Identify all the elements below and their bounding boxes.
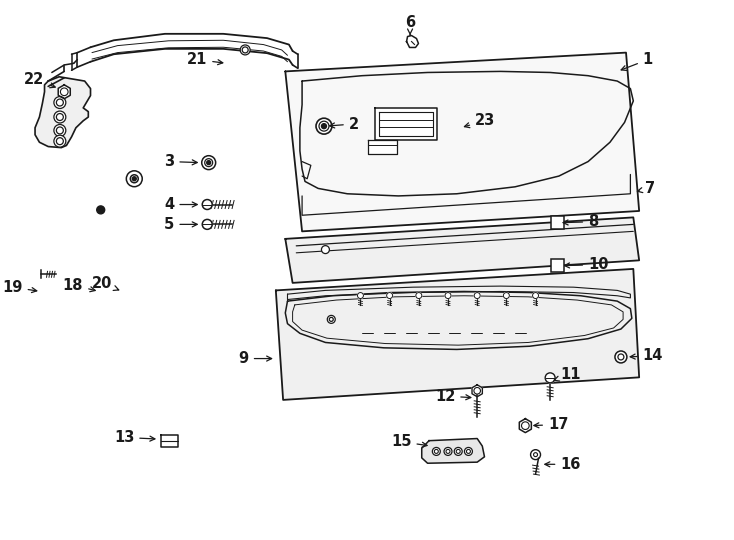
Circle shape — [357, 293, 363, 299]
Text: 2: 2 — [330, 117, 359, 132]
Text: 14: 14 — [631, 348, 664, 363]
Text: 17: 17 — [534, 417, 568, 432]
FancyBboxPatch shape — [551, 217, 564, 229]
Circle shape — [97, 206, 105, 214]
Polygon shape — [407, 36, 418, 48]
Circle shape — [316, 118, 332, 134]
Circle shape — [57, 127, 63, 134]
Circle shape — [454, 448, 462, 455]
Circle shape — [445, 293, 451, 299]
Text: 22: 22 — [24, 72, 55, 87]
Text: 3: 3 — [164, 154, 197, 169]
Circle shape — [205, 159, 213, 167]
Circle shape — [54, 97, 66, 109]
Text: 13: 13 — [114, 430, 155, 445]
Circle shape — [240, 45, 250, 55]
Text: 12: 12 — [435, 389, 470, 403]
Circle shape — [327, 315, 335, 323]
Circle shape — [531, 450, 540, 460]
Circle shape — [432, 448, 440, 455]
Circle shape — [534, 453, 537, 457]
Circle shape — [618, 354, 624, 360]
Circle shape — [319, 121, 329, 131]
Circle shape — [57, 99, 63, 106]
Text: 7: 7 — [637, 181, 655, 196]
Circle shape — [474, 293, 480, 299]
Circle shape — [444, 448, 452, 455]
Text: 9: 9 — [239, 351, 272, 366]
Circle shape — [203, 200, 212, 210]
Circle shape — [330, 318, 333, 321]
Circle shape — [545, 373, 555, 383]
Circle shape — [446, 449, 450, 454]
Circle shape — [54, 125, 66, 137]
Circle shape — [615, 351, 627, 363]
Circle shape — [57, 138, 63, 145]
Circle shape — [132, 177, 137, 181]
Text: 16: 16 — [545, 457, 581, 472]
Circle shape — [457, 449, 460, 454]
Text: 15: 15 — [391, 434, 427, 449]
Text: 18: 18 — [62, 278, 95, 293]
Text: 8: 8 — [563, 214, 598, 229]
Text: 11: 11 — [554, 367, 581, 382]
Text: 1: 1 — [621, 52, 653, 70]
Circle shape — [126, 171, 142, 187]
Circle shape — [131, 175, 138, 183]
Polygon shape — [286, 218, 639, 283]
Circle shape — [416, 293, 422, 299]
Circle shape — [387, 293, 393, 299]
Polygon shape — [161, 435, 178, 447]
Text: 21: 21 — [187, 52, 223, 67]
Circle shape — [321, 124, 327, 129]
Circle shape — [533, 293, 539, 299]
Circle shape — [466, 449, 470, 454]
Polygon shape — [58, 85, 70, 99]
Text: 4: 4 — [164, 197, 197, 212]
Circle shape — [202, 156, 216, 170]
Circle shape — [504, 293, 509, 299]
Polygon shape — [368, 140, 397, 153]
Text: 10: 10 — [564, 257, 608, 272]
Circle shape — [57, 113, 63, 120]
Polygon shape — [375, 108, 437, 140]
Circle shape — [203, 219, 212, 230]
Circle shape — [553, 261, 562, 270]
Polygon shape — [276, 269, 639, 400]
Polygon shape — [472, 385, 482, 397]
Polygon shape — [35, 77, 90, 147]
Text: 6: 6 — [405, 15, 415, 35]
Circle shape — [207, 161, 211, 165]
Polygon shape — [286, 52, 639, 231]
Circle shape — [553, 219, 562, 227]
Circle shape — [54, 135, 66, 147]
Text: 19: 19 — [2, 280, 37, 295]
Polygon shape — [520, 418, 531, 433]
Circle shape — [54, 111, 66, 123]
Polygon shape — [422, 438, 484, 463]
Text: 5: 5 — [164, 217, 197, 232]
Text: 20: 20 — [92, 276, 119, 291]
Text: 23: 23 — [465, 113, 495, 129]
Circle shape — [435, 449, 438, 454]
Circle shape — [321, 246, 330, 254]
Circle shape — [242, 47, 248, 53]
FancyBboxPatch shape — [551, 259, 564, 272]
Circle shape — [465, 448, 473, 455]
